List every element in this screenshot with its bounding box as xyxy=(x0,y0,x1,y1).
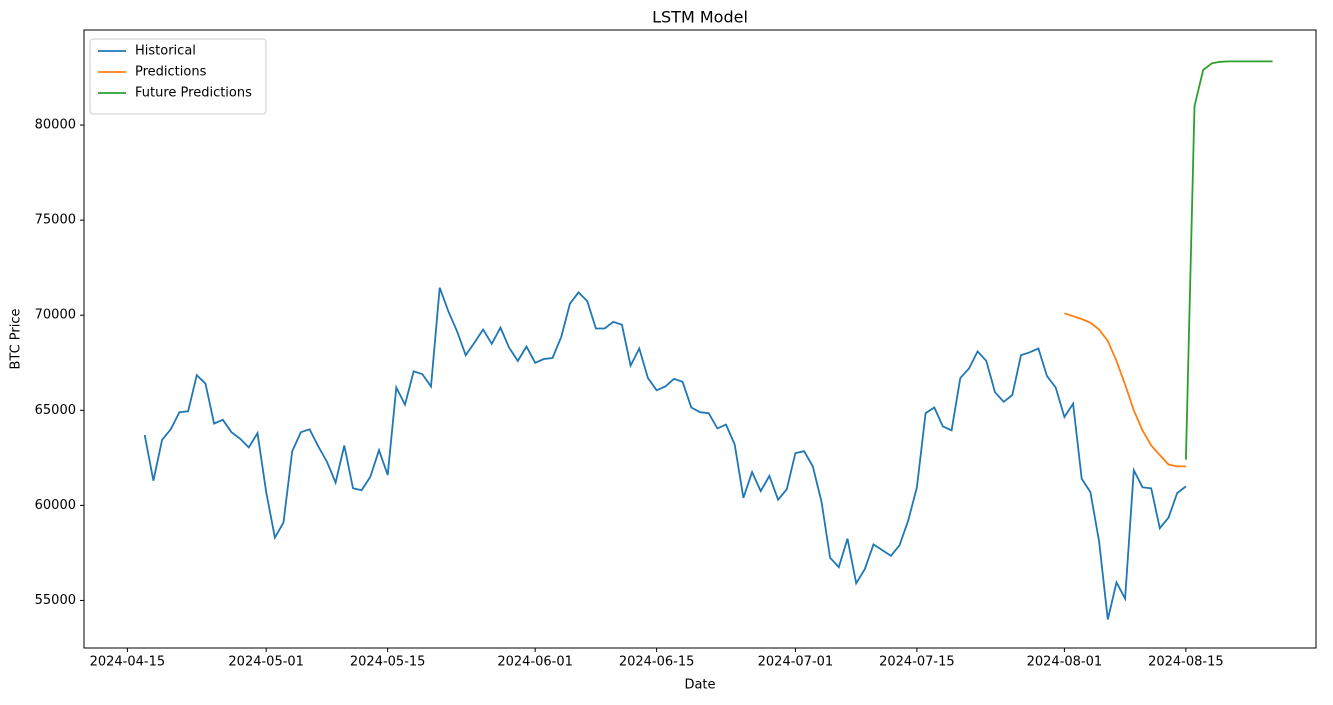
y-tick-label: 80000 xyxy=(35,118,76,133)
x-tick-label: 2024-05-01 xyxy=(228,655,304,670)
legend-box xyxy=(89,38,267,115)
x-axis-label: Date xyxy=(684,678,715,693)
x-tick-label: 2024-07-01 xyxy=(758,655,834,670)
chart-title: LSTM Model xyxy=(652,8,748,27)
y-tick-label: 55000 xyxy=(35,593,76,608)
line-series xyxy=(1064,312,1186,468)
plot-frame xyxy=(83,29,1317,649)
legend-label: Predictions xyxy=(135,65,207,80)
line-series xyxy=(143,287,1187,620)
x-tick-label: 2024-05-15 xyxy=(350,655,426,670)
x-tick-label: 2024-04-15 xyxy=(90,655,166,670)
line-series xyxy=(1185,60,1273,460)
y-tick-label: 65000 xyxy=(35,403,76,418)
y-tick-label: 70000 xyxy=(35,308,76,323)
x-tick-label: 2024-08-15 xyxy=(1148,655,1224,670)
x-tick-label: 2024-06-01 xyxy=(497,655,573,670)
y-tick-label: 75000 xyxy=(35,213,76,228)
legend-label: Future Predictions xyxy=(135,86,252,101)
y-tick-label: 60000 xyxy=(35,498,76,513)
legend-label: Historical xyxy=(135,44,196,59)
y-axis-label: BTC Price xyxy=(9,308,24,369)
x-tick-label: 2024-08-01 xyxy=(1027,655,1103,670)
x-tick-label: 2024-06-15 xyxy=(619,655,695,670)
x-tick-label: 2024-07-15 xyxy=(879,655,955,670)
